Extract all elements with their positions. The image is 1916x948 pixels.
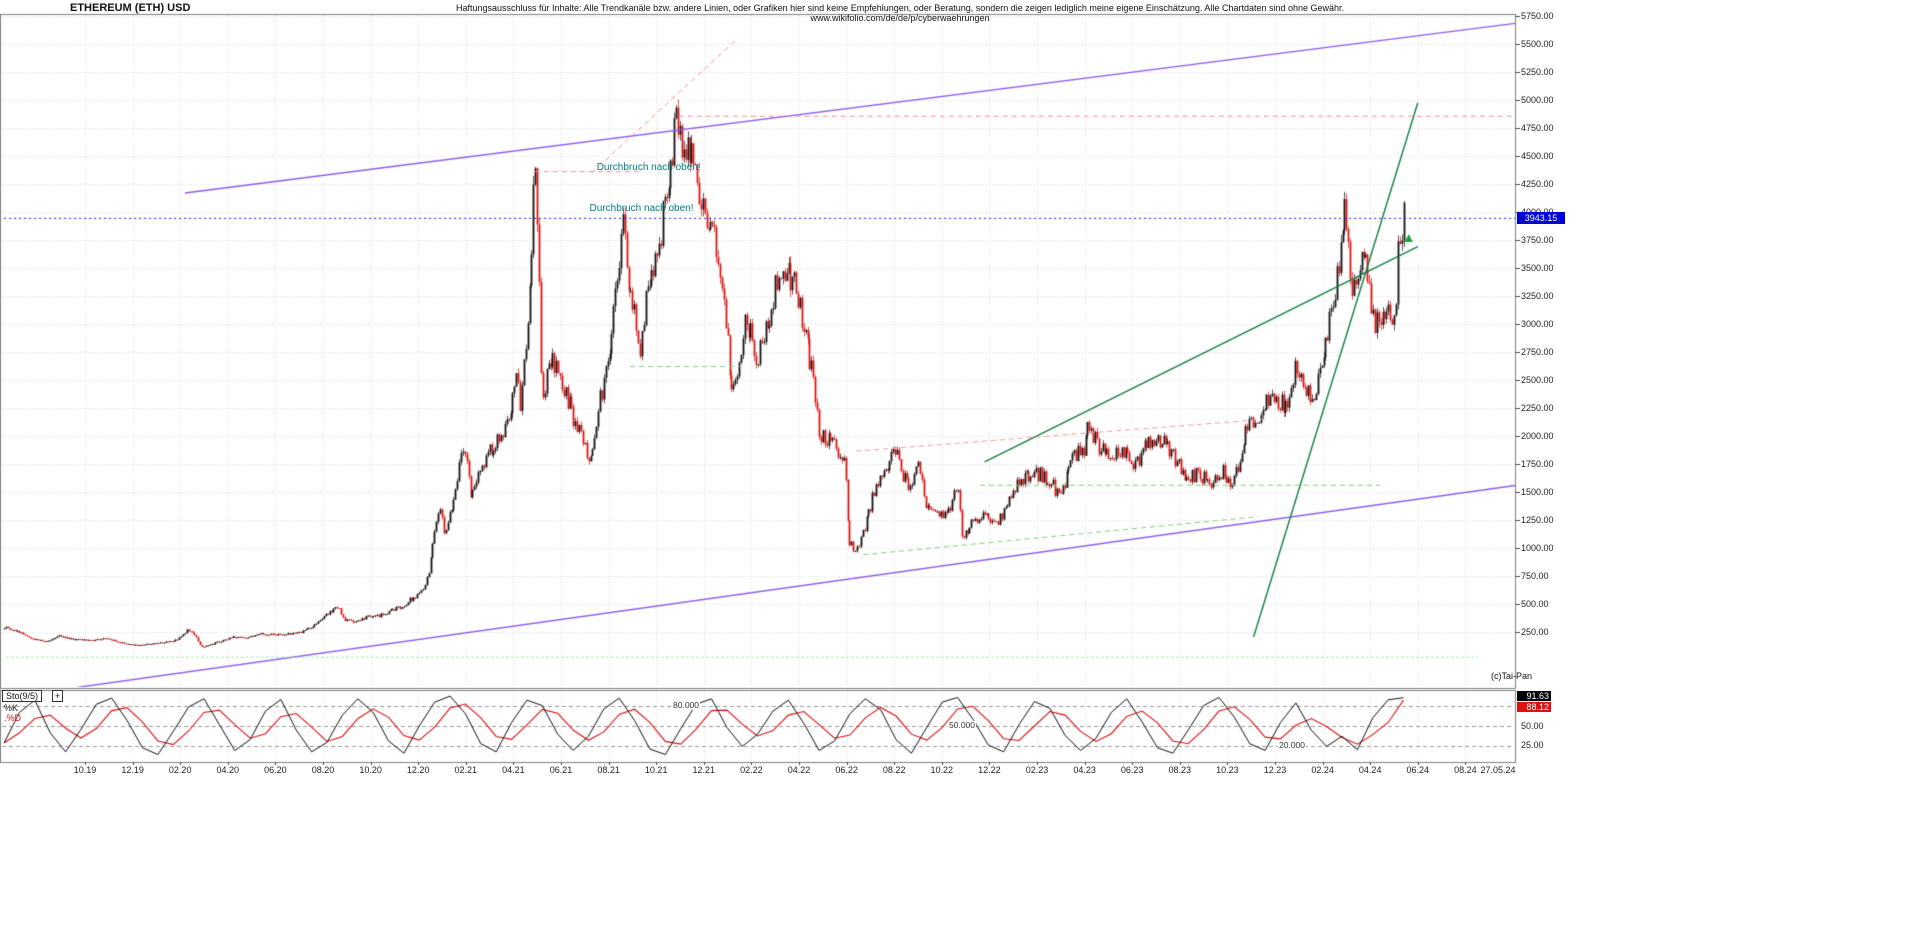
price-axis-label: 1750.00 (1521, 459, 1554, 469)
price-axis-label: 3000.00 (1521, 319, 1554, 329)
date-axis-label: 10.19 (73, 765, 97, 775)
date-axis-label: 06.24 (1406, 765, 1430, 775)
price-axis-label: 2500.00 (1521, 375, 1554, 385)
price-axis-label: 1500.00 (1521, 487, 1554, 497)
price-axis-label: 5750.00 (1521, 11, 1554, 21)
price-axis-label: 3750.00 (1521, 235, 1554, 245)
price-axis-label: 4250.00 (1521, 179, 1554, 189)
price-axis-label: 4750.00 (1521, 123, 1554, 133)
stochastic-d-value-badge: 88.12 (1517, 702, 1551, 712)
price-axis-label: 750.00 (1521, 571, 1549, 581)
date-axis-label: 02.24 (1311, 765, 1334, 775)
price-axis-label: 1000.00 (1521, 543, 1554, 553)
date-axis-label: 12.20 (406, 765, 430, 775)
date-axis-label: 08.20 (311, 765, 335, 775)
date-axis-label: 06.22 (835, 765, 858, 775)
price-axis-label: 1250.00 (1521, 515, 1554, 525)
date-axis-label: 10.20 (359, 765, 382, 775)
date-axis-label: 08.22 (882, 765, 906, 775)
date-axis-label: 04.22 (787, 765, 811, 775)
date-axis-label: 08.21 (597, 765, 620, 775)
price-axis-label: 5000.00 (1521, 95, 1554, 105)
price-axis-label: 2750.00 (1521, 347, 1554, 357)
indicator-add-button[interactable]: + (52, 690, 64, 702)
date-axis-label: 12.23 (1263, 765, 1287, 775)
price-axis-label: 5500.00 (1521, 39, 1554, 49)
date-axis-label: 08.24 (1454, 765, 1477, 775)
date-axis-label: 10.22 (930, 765, 954, 775)
stochastic-axis-label: 25.00 (1521, 740, 1544, 750)
date-axis-label: 04.20 (216, 765, 240, 775)
stochastic-threshold-label: 20.000 (1278, 740, 1306, 751)
last-date-label: 27.05.24 (1480, 765, 1516, 775)
stochastic-d-label: .%D (4, 713, 22, 723)
date-axis-label: 12.19 (121, 765, 144, 775)
date-axis-label: 06.23 (1120, 765, 1144, 775)
price-axis-label: 3250.00 (1521, 291, 1554, 301)
date-axis-label: 02.21 (454, 765, 478, 775)
date-axis-label: 12.21 (692, 765, 716, 775)
date-axis-label: 04.24 (1358, 765, 1382, 775)
stochastic-indicator-button[interactable]: Sto(9/5) (2, 690, 43, 702)
date-axis-label: 10.23 (1216, 765, 1239, 775)
date-axis-label: 02.23 (1025, 765, 1049, 775)
date-axis-label: 06.21 (549, 765, 573, 775)
instrument-title: ETHEREUM (ETH) USD (70, 2, 191, 14)
disclaimer-text: Haftungsausschluss für Inhalte: Alle Tre… (455, 3, 1345, 23)
stochastic-threshold-label: 50.000 (948, 720, 976, 730)
date-axis-label: 08.23 (1168, 765, 1192, 775)
last-price-badge: 3943.15 (1517, 212, 1565, 224)
date-axis-label: 04.23 (1073, 765, 1096, 775)
price-axis-label: 2250.00 (1521, 403, 1554, 413)
breakout-annotation: Durchbruch nach oben! (596, 162, 701, 174)
price-axis-label: 4500.00 (1521, 151, 1554, 161)
date-axis-label: 10.21 (644, 765, 668, 775)
price-axis-label: 500.00 (1521, 599, 1549, 609)
price-axis-label: 250.00 (1521, 627, 1549, 637)
date-axis-label: 04.21 (502, 765, 525, 775)
copyright-label: (c)Tai-Pan (1491, 671, 1533, 681)
date-axis-label: 02.22 (740, 765, 763, 775)
price-axis-label: 3500.00 (1521, 263, 1554, 273)
price-axis-label: 5250.00 (1521, 67, 1554, 77)
stochastic-threshold-label: 80.000 (672, 699, 700, 710)
stochastic-k-label: %K (4, 703, 19, 713)
date-axis-label: 12.22 (978, 765, 1001, 775)
stochastic-k-value-badge: 91.63 (1517, 691, 1551, 701)
stochastic-axis-label: 50.00 (1521, 721, 1544, 731)
date-axis-label: 02.20 (168, 765, 192, 775)
breakout-annotation: Durchbruch nach oben! (589, 202, 694, 214)
date-axis-label: 06.20 (264, 765, 287, 775)
price-axis-label: 2000.00 (1521, 431, 1554, 441)
